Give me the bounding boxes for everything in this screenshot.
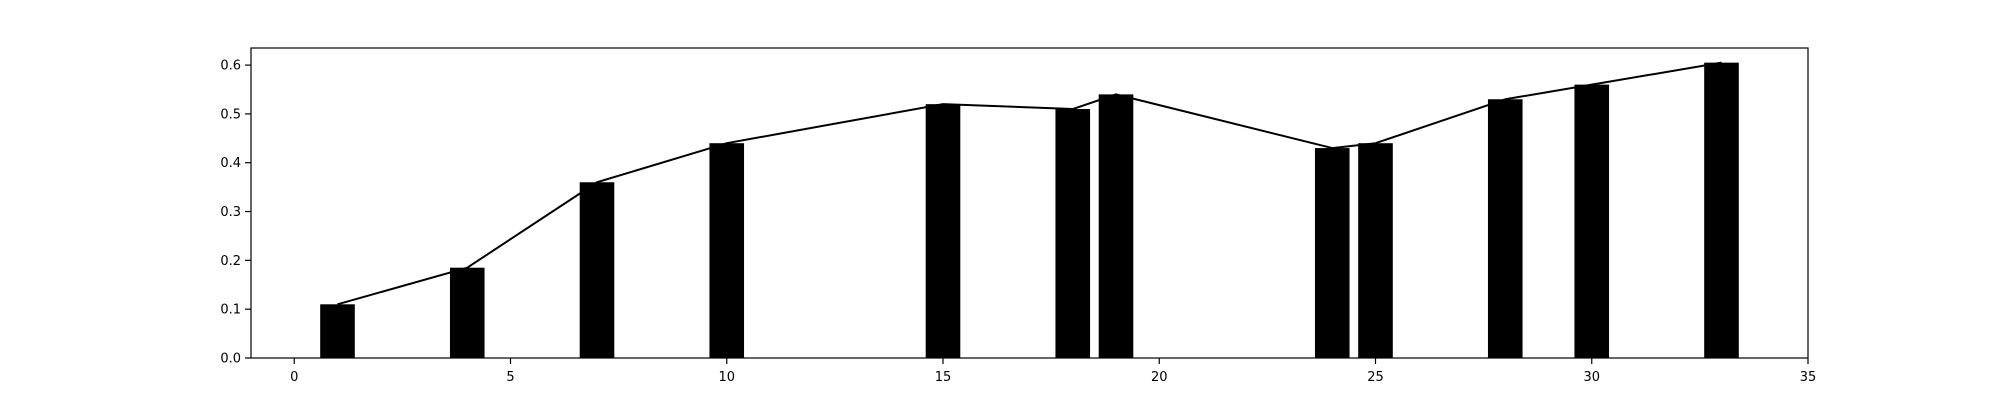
bars-layer xyxy=(320,62,1739,359)
bar-4 xyxy=(925,104,961,358)
y-tick-label-2: 0.2 xyxy=(220,254,241,269)
line-layer xyxy=(337,61,1722,306)
bar-2 xyxy=(579,182,615,358)
series-line xyxy=(337,61,1722,306)
x-tick-label-7: 35 xyxy=(1800,370,1817,385)
bar-10 xyxy=(1574,84,1610,359)
bar-8 xyxy=(1358,143,1393,358)
x-tick-label-1: 5 xyxy=(506,370,514,385)
bar-7 xyxy=(1314,148,1350,358)
x-tick-label-2: 10 xyxy=(718,370,735,385)
bar-6 xyxy=(1098,94,1134,358)
x-tick-label-6: 30 xyxy=(1583,370,1600,385)
y-tick-label-1: 0.1 xyxy=(220,303,241,318)
bar-3 xyxy=(709,143,745,358)
y-tick-label-0: 0.0 xyxy=(220,352,241,367)
axes-layer: 0 5 10 15 20 25 30 35 0.0 0.1 0.2 0.3 0.4 0.5 0.6 xyxy=(220,47,1817,385)
bar-11 xyxy=(1704,62,1739,359)
x-tick-label-0: 0 xyxy=(290,370,298,385)
plot-frame xyxy=(250,47,1809,359)
y-tick-label-3: 0.3 xyxy=(220,205,241,220)
x-tick-label-4: 20 xyxy=(1151,370,1168,385)
bar-0 xyxy=(320,304,355,358)
x-tick-label-3: 15 xyxy=(935,370,952,385)
y-tick-label-6: 0.6 xyxy=(220,59,241,74)
bar-1 xyxy=(449,267,485,358)
bar-5 xyxy=(1055,109,1091,359)
y-tick-label-5: 0.5 xyxy=(220,107,241,122)
y-tick-label-4: 0.4 xyxy=(220,156,241,171)
bar-9 xyxy=(1487,99,1523,358)
x-tick-label-5: 25 xyxy=(1367,370,1384,385)
